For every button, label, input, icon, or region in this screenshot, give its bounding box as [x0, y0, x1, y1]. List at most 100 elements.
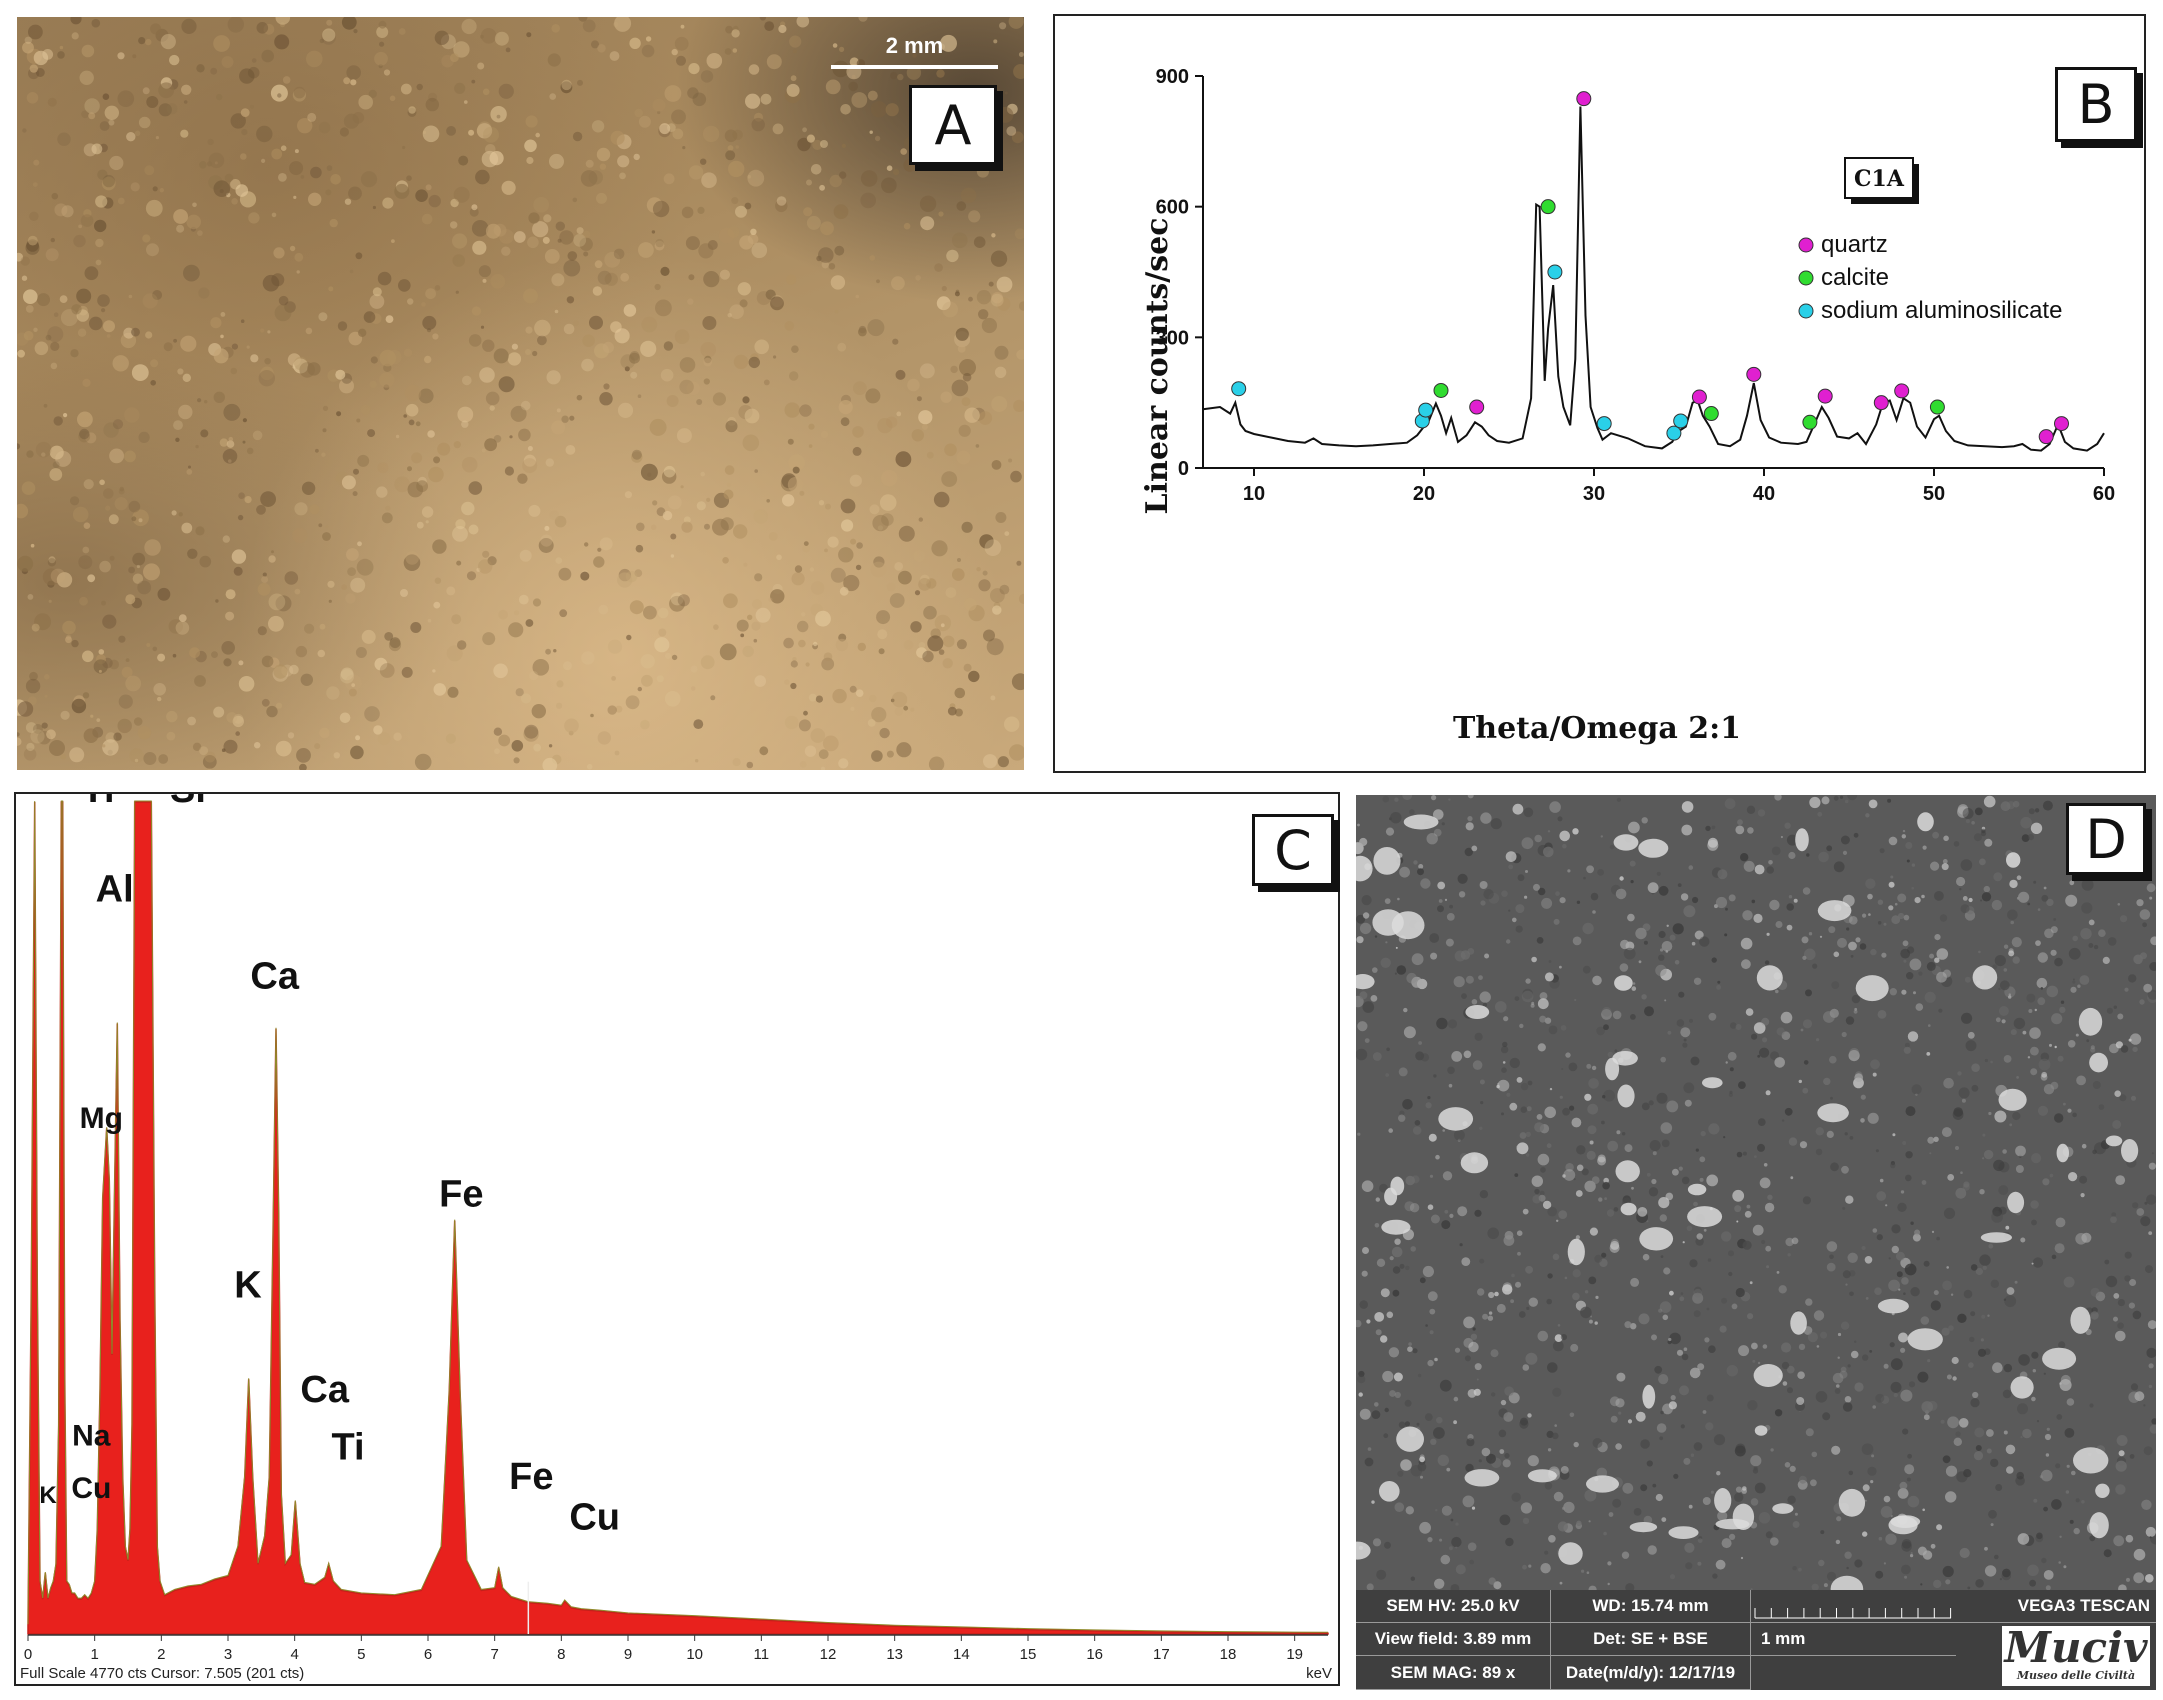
legend-marker [1798, 270, 1814, 286]
xrd-marker-sodium-aluminosilicate [1673, 413, 1689, 429]
eds-element-label: Al [96, 868, 134, 910]
xrd-y-tick-label: 0 [1178, 458, 1189, 480]
xrd-series-line [1202, 106, 2105, 452]
eds-element-label: Cu [569, 1496, 620, 1538]
eds-footer: Full Scale 4770 cts Cursor: 7.505 (201 c… [20, 1665, 304, 1682]
eds-x-tick-label: 4 [290, 1646, 298, 1663]
eds-element-label: Ca [300, 1369, 349, 1411]
eds-x-tick-label: 3 [224, 1646, 232, 1663]
xrd-x-tick-label: 40 [1753, 483, 1775, 505]
xrd-axes: 0 300 600 900 10 20 30 40 50 60 [1156, 66, 2116, 505]
xrd-x-tick-label: 30 [1583, 483, 1605, 505]
sem-scale-ruler [1751, 1590, 1956, 1623]
xrd-x-tick-label: 20 [1413, 483, 1435, 505]
eds-element-label: Fe [439, 1174, 483, 1216]
xrd-marker-calcite [1433, 382, 1449, 398]
xrd-x-axis-label: Theta/Omega 2:1 [1453, 711, 1741, 746]
xrd-marker-sodium-aluminosilicate [1596, 416, 1612, 432]
eds-element-label: Si [170, 794, 206, 811]
legend-marker [1798, 303, 1814, 319]
sem-detector: Det: SE + BSE [1551, 1623, 1751, 1656]
muciv-logo: Muciv Museo delle Civiltà [2002, 1626, 2150, 1686]
xrd-x-tick-label: 60 [2093, 483, 2115, 505]
sem-instrument: VEGA3 TESCAN [1956, 1590, 2156, 1623]
eds-x-tick-label: 11 [754, 1646, 770, 1663]
eds-x-unit: keV [1306, 1665, 1332, 1682]
scale-bar [831, 65, 998, 69]
xrd-marker-calcite [1802, 414, 1818, 430]
eds-x-tick-label: 12 [820, 1646, 837, 1663]
panel-letter-b: B [2055, 67, 2137, 142]
sem-surface-texture [1356, 795, 2156, 1602]
sem-mag: SEM MAG: 89 x [1356, 1656, 1551, 1690]
xrd-x-tick-label: 10 [1243, 483, 1265, 505]
xrd-marker-calcite [1703, 406, 1719, 422]
sem-info-bar: SEM HV: 25.0 kV WD: 15.74 mm VEGA3 TESCA… [1356, 1590, 2156, 1690]
xrd-phase-markers [1231, 91, 2069, 445]
xrd-chart-svg: 0 300 600 900 10 20 30 40 50 60 Theta/Omega 2:1 L… [1140, 66, 2116, 746]
eds-element-label: Mg [80, 1102, 123, 1135]
xrd-marker-sodium-aluminosilicate [1231, 381, 1247, 397]
eds-element-label: Ca [250, 956, 299, 998]
eds-x-tick-label: 10 [686, 1646, 703, 1663]
eds-element-label: Cu [71, 1472, 111, 1505]
panel-letter-d: D [2066, 803, 2146, 875]
eds-x-tick-label: 19 [1286, 1646, 1303, 1663]
eds-element-label: Ti [331, 1427, 364, 1469]
eds-x-tick-label: 15 [1020, 1646, 1037, 1663]
panel-letter-c: C [1252, 814, 1334, 886]
eds-element-label: Fe [509, 1456, 553, 1498]
xrd-marker-quartz [2038, 429, 2054, 445]
eds-x-tick-label: 5 [357, 1646, 365, 1663]
eds-element-label: Na [72, 1420, 111, 1453]
xrd-y-axis-label: Linear counts/sec [1140, 218, 1175, 515]
eds-element-labels: Ti Si Al Ca Mg Fe K Ca Ti Na Cu K Fe Cu [39, 769, 620, 1538]
sample-label: C1A [1854, 166, 1905, 192]
xrd-marker-calcite [1929, 399, 1945, 415]
xrd-marker-quartz [1873, 395, 1889, 411]
eds-x-tick-label: 8 [557, 1646, 565, 1663]
sample-label-box: C1A [1844, 157, 1919, 204]
xrd-marker-quartz [1817, 388, 1833, 404]
xrd-marker-sodium-aluminosilicate [1666, 425, 1682, 441]
eds-spectrum-outline [27, 800, 1329, 1633]
eds-x-tick-label: 17 [1153, 1646, 1170, 1663]
eds-x-tick-label: 7 [490, 1646, 498, 1663]
panel-b-xrd-chart: 0 300 600 900 10 20 30 40 50 60 Theta/Omega 2:1 L… [1053, 14, 2146, 773]
legend-label: quartz [1821, 231, 1888, 258]
panel-letter-a: A [909, 85, 997, 165]
xrd-x-tick-label: 50 [1923, 483, 1945, 505]
eds-spectrum-area [27, 801, 1329, 1635]
xrd-marker-sodium-aluminosilicate [1418, 402, 1434, 418]
legend-label: calcite [1821, 264, 1889, 291]
xrd-marker-quartz [1691, 389, 1707, 405]
sem-hv: SEM HV: 25.0 kV [1356, 1590, 1551, 1623]
eds-axis: 0 1 2 3 4 5 6 7 8 9 10 11 12 13 14 15 16 17 18 19 [24, 1634, 1328, 1663]
panel-d-sem-image: D SEM HV: 25.0 kV WD: 15.74 mm VEGA3 TES… [1356, 795, 2156, 1690]
eds-x-tick-label: 13 [886, 1646, 903, 1663]
xrd-marker-calcite [1540, 199, 1556, 215]
muciv-logo-subtext: Museo delle Civiltà [2016, 1669, 2136, 1682]
eds-x-tick-label: 0 [24, 1646, 32, 1663]
eds-x-tick-label: 14 [953, 1646, 970, 1663]
xrd-legend: quartz calcite sodium aluminosilicate [1798, 231, 2062, 324]
xrd-marker-quartz [1469, 399, 1485, 415]
eds-x-tick-label: 2 [157, 1646, 165, 1663]
xrd-marker-quartz [2054, 416, 2069, 432]
eds-x-tick-label: 6 [424, 1646, 432, 1663]
xrd-y-tick-label: 600 [1156, 197, 1189, 219]
sample-surface-texture [17, 17, 1024, 770]
xrd-y-tick-label: 300 [1156, 327, 1189, 349]
sem-wd: WD: 15.74 mm [1551, 1590, 1751, 1623]
eds-element-label: Ti [81, 794, 114, 811]
xrd-marker-quartz [1576, 91, 1592, 107]
muciv-logo-text: Muciv [2004, 1623, 2148, 1672]
xrd-marker-sodium-aluminosilicate [1547, 264, 1563, 280]
xrd-marker-quartz [1894, 383, 1910, 399]
eds-x-tick-label: 18 [1220, 1646, 1237, 1663]
xrd-y-tick-label: 900 [1156, 66, 1189, 88]
xrd-marker-quartz [1746, 366, 1762, 382]
eds-x-tick-label: 16 [1086, 1646, 1103, 1663]
